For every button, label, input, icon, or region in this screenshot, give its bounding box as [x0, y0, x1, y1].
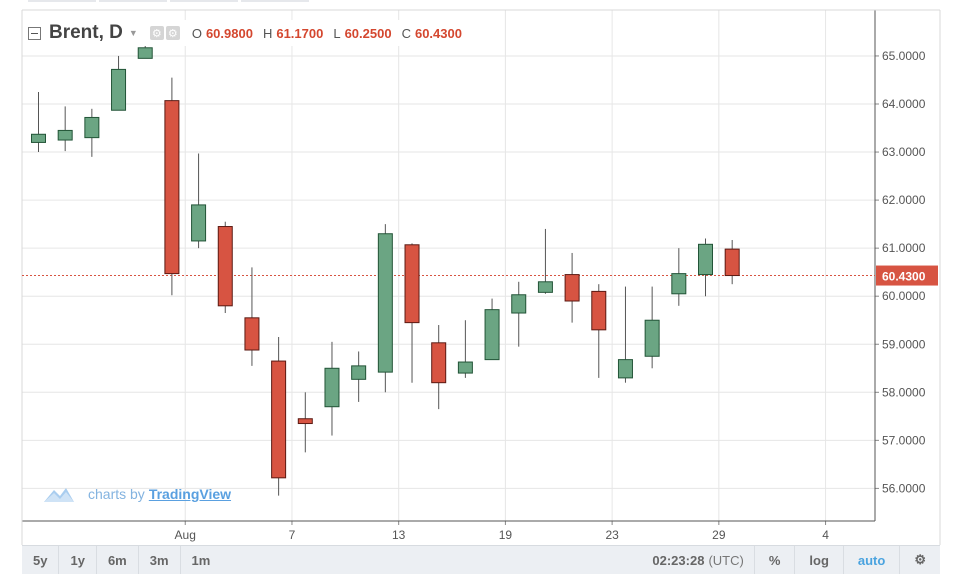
candle-body[interactable] [244, 317, 260, 351]
tab-placeholder [99, 0, 167, 2]
y-tick-label: 63.0000 [882, 145, 926, 159]
candle-body[interactable] [644, 319, 660, 357]
percent-scale-button[interactable]: % [753, 546, 795, 574]
candle-body[interactable] [564, 274, 580, 302]
settings-small-icon[interactable]: ⚙ [149, 26, 164, 40]
x-tick-label: 4 [822, 528, 829, 542]
candle-body[interactable] [164, 100, 180, 275]
range-button-1y[interactable]: 1y [59, 546, 97, 574]
candle-body[interactable] [271, 360, 287, 479]
clock-timezone[interactable]: (UTC) [708, 552, 744, 568]
plot-background [22, 10, 940, 521]
clock-time: 02:23:28 [652, 552, 705, 568]
candle-body[interactable] [31, 133, 46, 143]
candle-body[interactable] [591, 290, 607, 331]
low-label: L [333, 25, 341, 41]
candle-body[interactable] [698, 243, 713, 276]
clock: 02:23:28 (UTC) [642, 553, 753, 568]
high-value: 61.1700 [276, 25, 324, 41]
open-label: O [191, 25, 202, 41]
range-button-3m[interactable]: 3m [139, 546, 181, 574]
x-tick-label: 7 [289, 528, 296, 542]
y-tick-label: 65.0000 [882, 49, 926, 63]
candle-body[interactable] [351, 365, 367, 380]
low-value: 60.2500 [344, 25, 392, 41]
candle-body[interactable] [511, 294, 527, 314]
y-tick-label: 64.0000 [882, 97, 926, 111]
x-tick-label: 23 [605, 528, 619, 542]
cloud-logo-icon [44, 488, 74, 502]
candle-body[interactable] [431, 342, 447, 384]
candle-body[interactable] [457, 361, 473, 374]
candle-body[interactable] [617, 359, 633, 379]
y-tick-label: 57.0000 [882, 433, 926, 447]
range-button-6m[interactable]: 6m [97, 546, 139, 574]
close-value: 60.4300 [414, 25, 462, 41]
candle-body[interactable] [724, 248, 740, 277]
log-scale-button[interactable]: log [794, 546, 843, 574]
candle-body[interactable] [484, 309, 500, 361]
auto-scale-button[interactable]: auto [842, 546, 899, 574]
candle-body[interactable] [191, 204, 207, 242]
y-tick-label: 60.0000 [882, 289, 926, 303]
candle-body[interactable] [537, 281, 553, 293]
x-tick-label: 13 [392, 528, 406, 542]
candle-body[interactable] [57, 129, 73, 141]
candle-body[interactable] [297, 418, 313, 425]
range-button-1m[interactable]: 1m [191, 552, 211, 568]
y-tick-label: 62.0000 [882, 193, 926, 207]
candle-body[interactable] [324, 367, 340, 408]
bottom-toolbar: 5y 1y 6m 3m 1m 02:23:28 (UTC) % log auto … [22, 545, 940, 574]
high-label: H [262, 25, 273, 41]
close-label: C [401, 25, 411, 41]
y-tick-label: 61.0000 [882, 241, 926, 255]
tab-placeholder [241, 0, 309, 2]
candle-body[interactable] [84, 116, 100, 139]
last-price-label: 60.4300 [882, 270, 926, 284]
gear-icon[interactable]: ⚙ [899, 546, 940, 574]
tradingview-watermark[interactable]: charts by TradingView [42, 484, 231, 504]
top-tab-strip [28, 0, 312, 2]
series-legend: Brent, D ▼ ⚙ ⚙ O 60.9800 H 61.1700 L 60.… [28, 20, 462, 46]
candle-body[interactable] [377, 233, 393, 373]
collapse-icon[interactable] [28, 26, 41, 40]
watermark-prefix: charts by [88, 486, 145, 502]
chevron-down-icon[interactable]: ▼ [128, 28, 138, 38]
candle-body[interactable] [404, 244, 420, 324]
tab-placeholder [170, 0, 238, 2]
open-value: 60.9800 [205, 25, 253, 41]
watermark-brand-link[interactable]: TradingView [148, 486, 232, 502]
range-button-5y[interactable]: 5y [22, 546, 60, 574]
y-tick-label: 58.0000 [882, 385, 926, 399]
candle-body[interactable] [671, 273, 687, 295]
last-price-badge [876, 265, 938, 286]
y-tick-label: 56.0000 [882, 481, 926, 495]
symbol-title[interactable]: Brent, D [49, 22, 123, 43]
x-tick-label: Aug [175, 528, 196, 542]
candle-body[interactable] [111, 68, 127, 111]
candle-body[interactable] [137, 47, 153, 59]
y-tick-label: 59.0000 [882, 337, 926, 351]
x-tick-label: 29 [712, 528, 726, 542]
x-tick-label: 19 [499, 528, 513, 542]
gear-icon[interactable]: ⚙ [165, 26, 180, 40]
candle-body[interactable] [217, 226, 233, 307]
tab-placeholder [28, 0, 96, 2]
